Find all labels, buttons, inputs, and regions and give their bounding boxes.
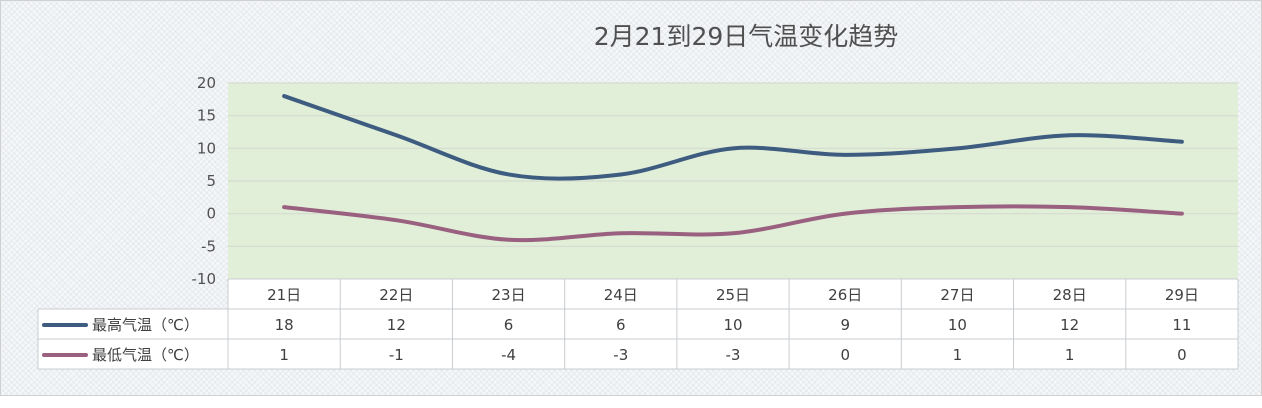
y-tick-label: 5 [206, 172, 216, 190]
legend-label: 最低气温（℃） [92, 346, 199, 364]
chart-title: 2月21到29日气温变化趋势 [594, 22, 899, 51]
data-table-value: 10 [948, 316, 967, 334]
data-table-value: 11 [1172, 316, 1191, 334]
data-table-value: 9 [840, 316, 850, 334]
data-table-value: 1 [953, 346, 963, 364]
x-category-label: 24日 [604, 286, 638, 304]
x-category-label: 21日 [267, 286, 301, 304]
x-category-label: 27日 [940, 286, 974, 304]
y-tick-label: 10 [197, 139, 216, 157]
series-line-max [282, 94, 1184, 181]
x-category-label: 22日 [379, 286, 413, 304]
data-table-value: -1 [389, 346, 404, 364]
data-table-value: 1 [279, 346, 289, 364]
y-tick-label: 15 [197, 107, 216, 125]
data-table-value: 10 [723, 316, 742, 334]
data-table-value: -3 [613, 346, 628, 364]
y-tick-label: 20 [197, 74, 216, 92]
x-category-label: 23日 [492, 286, 526, 304]
data-table-value: 18 [275, 316, 294, 334]
data-table-value: 12 [387, 316, 406, 334]
y-axis: 20 15 10 5 0 -5 -10 [192, 74, 217, 288]
data-table-value: 6 [504, 316, 514, 334]
x-category-label: 25日 [716, 286, 750, 304]
data-table-value: 6 [616, 316, 626, 334]
data-table-value: 0 [840, 346, 850, 364]
legend-label: 最高气温（℃） [92, 316, 199, 334]
data-table-value: -4 [501, 346, 516, 364]
data-table-value: -3 [726, 346, 741, 364]
y-tick-label: -10 [192, 270, 217, 288]
data-table-value: 12 [1060, 316, 1079, 334]
y-tick-label: 0 [206, 205, 216, 223]
series-lines [282, 94, 1184, 243]
data-table-value: 1 [1065, 346, 1075, 364]
category-row-bg [228, 279, 1238, 309]
x-category-label: 28日 [1053, 286, 1087, 304]
x-category-label: 29日 [1165, 286, 1199, 304]
x-category-label: 26日 [828, 286, 862, 304]
y-tick-label: -5 [201, 237, 216, 255]
series-line-min [282, 204, 1184, 243]
data-table-value: 0 [1177, 346, 1187, 364]
